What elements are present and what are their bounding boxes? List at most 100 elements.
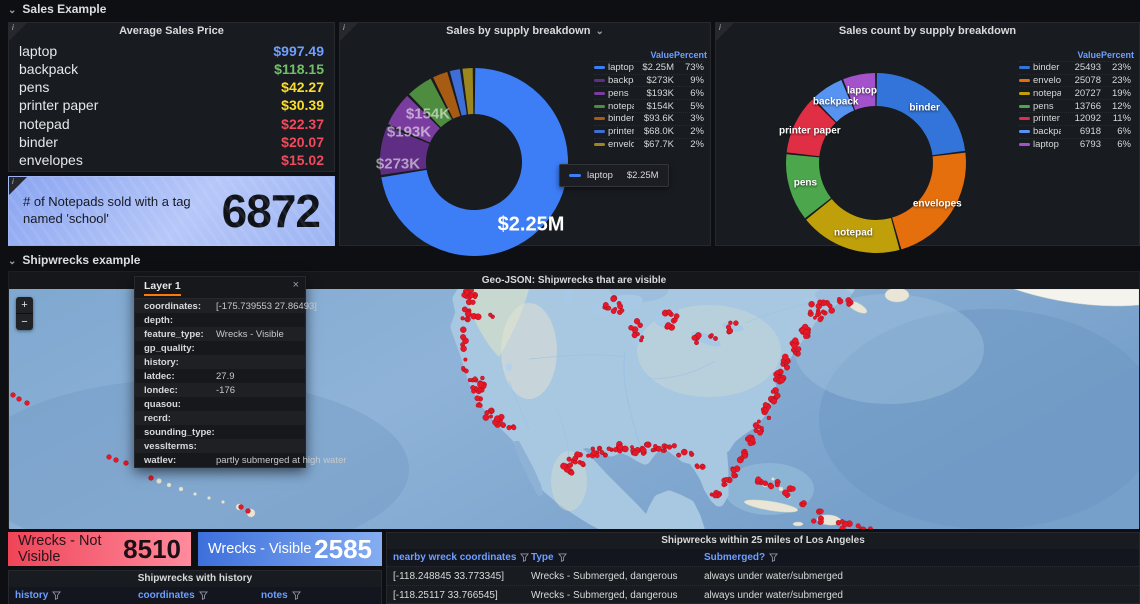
wreck-marker[interactable] bbox=[817, 316, 823, 323]
wreck-marker[interactable] bbox=[610, 308, 617, 314]
wreck-marker[interactable] bbox=[123, 460, 129, 466]
wreck-marker[interactable] bbox=[688, 450, 693, 455]
wreck-marker[interactable] bbox=[782, 353, 789, 361]
wreck-marker[interactable] bbox=[460, 326, 467, 333]
column-header-history[interactable]: history bbox=[9, 590, 132, 601]
wreck-marker[interactable] bbox=[666, 309, 672, 316]
wreck-marker[interactable] bbox=[795, 346, 802, 352]
section-header-sales[interactable]: Sales Example bbox=[8, 1, 106, 17]
wreck-marker[interactable] bbox=[808, 309, 813, 314]
wreck-marker[interactable] bbox=[775, 370, 780, 376]
wreck-marker[interactable] bbox=[633, 318, 641, 325]
panel-title[interactable]: Sales by supply breakdown bbox=[340, 23, 710, 40]
wreck-marker[interactable] bbox=[489, 409, 494, 414]
donut-slice-backpack[interactable] bbox=[813, 79, 855, 122]
wreck-marker[interactable] bbox=[461, 306, 468, 313]
wreck-marker[interactable] bbox=[742, 452, 749, 459]
section-header-shipwrecks[interactable]: Shipwrecks example bbox=[8, 252, 140, 268]
wreck-marker[interactable] bbox=[460, 334, 467, 341]
wreck-marker[interactable] bbox=[730, 467, 737, 473]
wreck-marker[interactable] bbox=[566, 456, 572, 462]
donut-slice-laptop[interactable] bbox=[843, 73, 876, 110]
wreck-marker[interactable] bbox=[728, 320, 733, 325]
column-header-nearby-wreck-coordinates[interactable]: nearby wreck coordinates bbox=[387, 552, 530, 563]
wreck-marker[interactable] bbox=[650, 448, 655, 453]
wreck-marker[interactable] bbox=[803, 333, 809, 339]
donut-slice-envelopes[interactable] bbox=[462, 68, 474, 115]
donut-slice-envelopes[interactable] bbox=[892, 152, 966, 250]
panel-info-icon[interactable] bbox=[9, 177, 27, 195]
wreck-marker[interactable] bbox=[780, 362, 785, 367]
wreck-marker[interactable] bbox=[817, 299, 823, 305]
wreck-marker[interactable] bbox=[464, 317, 469, 322]
wreck-marker[interactable] bbox=[511, 425, 517, 431]
wreck-marker[interactable] bbox=[586, 453, 591, 458]
legend-item-notepad[interactable]: notepad $154K 5% bbox=[594, 99, 704, 112]
legend-col-value[interactable]: Value bbox=[650, 49, 674, 60]
legend-item-backpack[interactable]: backpack 6918 6% bbox=[1019, 124, 1131, 138]
wreck-marker[interactable] bbox=[480, 375, 485, 381]
wreck-marker[interactable] bbox=[612, 447, 618, 453]
legend-item-laptop[interactable]: laptop 6793 6% bbox=[1019, 137, 1131, 151]
wreck-marker[interactable] bbox=[656, 445, 662, 452]
wreck-marker[interactable] bbox=[10, 392, 16, 398]
wreck-marker[interactable] bbox=[644, 441, 650, 448]
wreck-marker[interactable] bbox=[815, 312, 820, 318]
wreck-marker[interactable] bbox=[619, 308, 625, 313]
wreck-marker[interactable] bbox=[808, 300, 815, 308]
column-header-submerged[interactable]: Submerged? bbox=[698, 552, 1139, 563]
wreck-marker[interactable] bbox=[723, 482, 728, 487]
donut-slice-binder[interactable] bbox=[433, 71, 461, 119]
filter-icon[interactable] bbox=[520, 553, 530, 562]
wreck-marker[interactable] bbox=[461, 365, 466, 371]
wreck-marker[interactable] bbox=[695, 464, 700, 470]
panel-info-icon[interactable] bbox=[9, 23, 27, 41]
wreck-marker[interactable] bbox=[759, 426, 764, 431]
wreck-marker[interactable] bbox=[762, 402, 769, 408]
legend-item-binder[interactable]: binder $93.6K 3% bbox=[594, 111, 704, 125]
wreck-marker[interactable] bbox=[640, 335, 645, 340]
wreck-marker[interactable] bbox=[709, 333, 714, 338]
column-header-type[interactable]: Type bbox=[525, 552, 698, 563]
panel-info-icon[interactable] bbox=[340, 23, 358, 41]
wreck-marker[interactable] bbox=[801, 502, 806, 508]
wreck-marker[interactable] bbox=[778, 376, 785, 384]
wreck-marker[interactable] bbox=[494, 415, 501, 422]
legend-item-printer-paper[interactable]: printer paper 12092 11% bbox=[1019, 111, 1131, 125]
donut-slice-printer-paper[interactable] bbox=[449, 69, 467, 116]
wreck-marker[interactable] bbox=[477, 387, 483, 393]
wreck-marker[interactable] bbox=[818, 508, 824, 514]
wreck-marker[interactable] bbox=[603, 453, 608, 458]
wreck-marker[interactable] bbox=[725, 324, 732, 330]
wreck-marker[interactable] bbox=[821, 310, 826, 315]
wreck-marker[interactable] bbox=[640, 447, 647, 454]
column-header-coordinates[interactable]: coordinates bbox=[132, 590, 255, 601]
wreck-marker[interactable] bbox=[500, 422, 506, 429]
wreck-marker[interactable] bbox=[792, 337, 799, 344]
wreck-marker[interactable] bbox=[474, 313, 482, 321]
wreck-marker[interactable] bbox=[766, 415, 772, 421]
legend-item-binder[interactable]: binder 25493 23% bbox=[1019, 60, 1131, 74]
wreck-marker[interactable] bbox=[676, 452, 682, 458]
zoom-in-button[interactable]: + bbox=[16, 297, 33, 314]
wreck-marker[interactable] bbox=[470, 385, 476, 391]
wreck-marker[interactable] bbox=[837, 296, 842, 302]
wreck-marker[interactable] bbox=[793, 350, 798, 355]
wreck-marker[interactable] bbox=[506, 425, 512, 431]
wreck-marker[interactable] bbox=[681, 448, 688, 456]
wreck-marker[interactable] bbox=[846, 301, 852, 307]
wreck-marker[interactable] bbox=[811, 518, 817, 524]
wreck-marker[interactable] bbox=[567, 462, 573, 468]
legend-item-envelopes[interactable]: envelopes $67.7K 2% bbox=[594, 137, 704, 151]
wreck-marker[interactable] bbox=[599, 450, 605, 455]
wreck-marker[interactable] bbox=[713, 336, 718, 341]
wreck-marker[interactable] bbox=[460, 316, 465, 321]
wreck-marker[interactable] bbox=[635, 332, 640, 337]
legend-item-notepad[interactable]: notepad 20727 19% bbox=[1019, 86, 1131, 99]
wreck-marker[interactable] bbox=[489, 414, 494, 419]
table-row[interactable]: [-118.248845 33.773345] Wrecks - Submerge… bbox=[387, 566, 1139, 585]
donut-slice-pens[interactable] bbox=[388, 95, 440, 143]
wreck-marker[interactable] bbox=[813, 315, 817, 320]
wreck-marker[interactable] bbox=[700, 463, 705, 468]
wreck-marker[interactable] bbox=[606, 446, 611, 451]
